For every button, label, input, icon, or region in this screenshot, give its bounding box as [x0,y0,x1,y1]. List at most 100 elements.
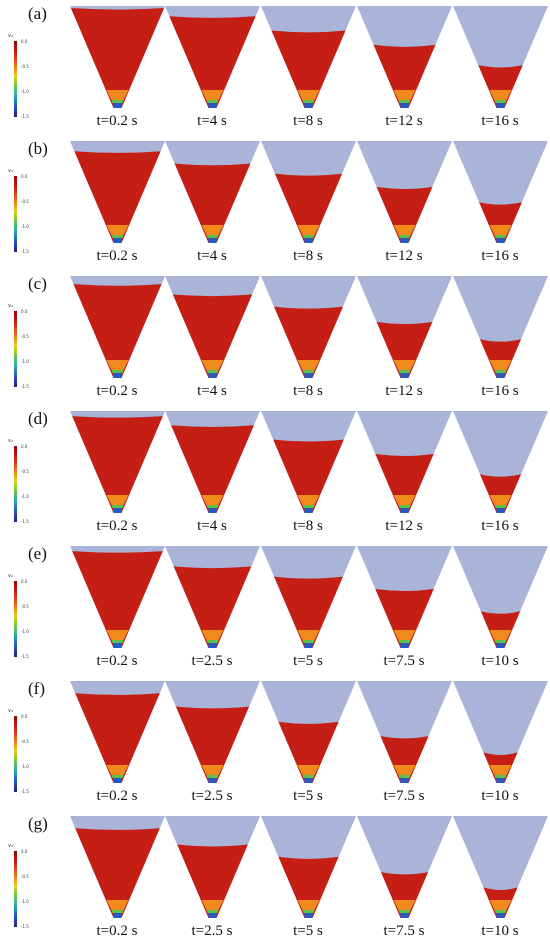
outlet [496,643,504,648]
outlet [496,238,504,243]
outlet-flow-zone [393,495,415,505]
time-label: t=2.5 s [191,788,233,804]
hopper-snapshot [260,675,356,787]
colorbar-title: v₄ [8,168,13,174]
particle-bed [168,16,256,109]
colorbar-tick: -1.0 [21,224,29,229]
velocity-colorbar: v₄ 0.0 -0.5 -1.0 -1.5 [8,708,40,800]
row-label: (e) [28,544,47,563]
time-label: t=0.2 s [96,923,138,939]
outlet-flow-zone [206,100,218,103]
outlet-flow-zone [201,90,223,100]
particle-bed [479,474,521,513]
time-label: t=5 s [293,788,323,804]
hopper-graphic [260,6,356,109]
time-label: t=2.5 s [191,653,233,669]
hopper-graphic [69,141,165,243]
time-label: t=16 s [481,518,519,534]
row-label: (g) [28,814,48,833]
outlet-flow-zone [201,765,223,775]
hopper-snapshot [164,675,260,787]
outlet [400,913,408,918]
outlet [208,643,216,648]
velocity-colorbar: v₄ 0.0 -0.5 -1.0 -1.5 [8,438,40,530]
hopper-graphic [356,6,452,108]
hopper-snapshot [356,270,452,382]
particle-bed [374,453,434,513]
velocity-colorbar: v₄ 0.0 -0.5 -1.0 -1.5 [8,168,40,260]
time-label: t=0.2 s [96,788,138,804]
outlet [113,913,121,918]
hopper-snapshot [452,270,548,382]
hopper-snapshot [69,405,165,517]
outlet-flow-zone [398,235,410,238]
hopper-snapshot [356,0,452,112]
hopper-wall [452,411,548,513]
hopper-snapshot [356,810,452,922]
outlet [113,373,121,378]
hopper-wall [356,816,452,918]
hopper-graphic [260,816,356,918]
hopper-graphic [164,546,260,648]
outlet-flow-zone [297,90,319,100]
outlet-flow-zone [297,630,319,640]
outlet [208,373,216,378]
outlet [208,778,216,783]
hopper-graphic [260,546,356,648]
hopper-snapshot [452,135,548,247]
outlet [208,508,216,513]
colorbar-gradient [14,311,17,387]
outlet-flow-zone [206,640,218,643]
hopper-snapshot [164,0,260,112]
hopper-graphic [356,681,452,783]
hopper-graphic [69,6,165,108]
particle-bed [170,425,254,513]
hopper-graphic [69,681,165,783]
hopper-snapshot [452,540,548,652]
outlet [496,373,504,378]
time-label: t=5 s [293,653,323,669]
colorbar-tick: 0.0 [21,444,28,449]
hopper-graphic [260,681,356,783]
time-label: t=0.2 s [96,248,138,264]
outlet-flow-zone [111,370,123,373]
outlet-flow-zone [302,370,314,373]
hopper-graphic [69,411,165,513]
particle-bed [376,186,432,243]
outlet-flow-zone [398,370,410,373]
outlet-flow-zone [106,630,128,640]
time-label: t=12 s [385,383,423,399]
velocity-colorbar: v₄ 0.0 -0.5 -1.0 -1.5 [8,573,40,665]
velocity-colorbar: v₄ 0.0 -0.5 -1.0 -1.5 [8,843,40,935]
hopper-snapshot [164,405,260,517]
outlet-flow-zone [489,765,511,775]
colorbar-tick: -1.0 [21,629,29,634]
hopper-graphic [260,276,356,378]
hopper-snapshot [164,540,260,652]
outlet [208,103,216,108]
outlet-flow-zone [111,505,123,508]
outlet-flow-zone [206,775,218,778]
colorbar-tick: 0.0 [21,579,28,584]
hopper-graphic [164,6,260,109]
time-label: t=8 s [293,113,323,129]
outlet-flow-zone [302,100,314,103]
hopper-graphic [356,546,452,648]
hopper-graphic [356,141,452,243]
outlet-flow-zone [489,225,511,235]
hopper-snapshot [69,540,165,652]
colorbar-gradient [14,41,17,117]
figure-row: (e) v₄ 0.0 -0.5 -1.0 -1.5 t=0.2 s t=2.5 s t=5 s t… [0,540,550,675]
outlet-flow-zone [302,775,314,778]
colorbar-gradient [14,446,17,522]
particle-bed [74,828,160,918]
colorbar-tick: -1.0 [21,764,29,769]
hopper-snapshot [356,675,452,787]
hopper-wall [452,816,548,918]
outlet-flow-zone [398,505,410,508]
outlet-flow-zone [302,505,314,508]
outlet [208,913,216,918]
outlet-flow-zone [393,360,415,370]
particle-bed [272,439,344,513]
particle-bed [479,339,521,378]
